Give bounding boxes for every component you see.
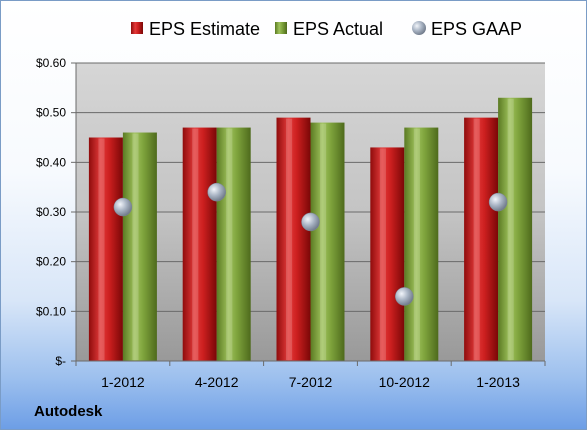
legend-label: EPS GAAP	[431, 19, 522, 39]
eps-estimate-bar	[88, 137, 123, 361]
eps-actual-bar	[122, 132, 157, 361]
y-tick-label: $0.60	[36, 56, 66, 70]
y-tick-label: $0.20	[36, 255, 66, 269]
y-tick-label: $0.40	[36, 155, 66, 169]
legend-swatch-actual	[275, 22, 287, 34]
eps-estimate-bar	[276, 117, 311, 361]
bar-highlight	[226, 128, 233, 360]
eps-estimate-bar	[182, 127, 217, 361]
x-tick-label: 10-2012	[379, 374, 431, 390]
bar-highlight	[286, 118, 293, 360]
y-tick-label: $-	[55, 354, 66, 368]
bar-highlight	[473, 118, 480, 360]
eps-actual-bar	[498, 97, 533, 362]
bar-highlight	[320, 123, 327, 360]
x-tick-label: 4-2012	[195, 374, 239, 390]
eps-gaap-marker	[113, 197, 133, 217]
bar-highlight	[192, 128, 199, 360]
eps-actual-bar	[310, 122, 345, 361]
eps-gaap-marker	[395, 287, 414, 306]
company-name: Autodesk	[34, 403, 103, 420]
y-tick-label: $0.30	[36, 205, 66, 219]
x-tick-label: 1-2012	[101, 374, 145, 390]
y-tick-label: $0.10	[36, 304, 66, 318]
y-tick-label: $0.50	[36, 106, 66, 120]
bar-highlight	[132, 133, 139, 360]
x-tick-label: 7-2012	[289, 374, 333, 390]
legend-label: EPS Estimate	[149, 19, 260, 39]
legend-label: EPS Actual	[293, 19, 383, 39]
eps-estimate-bar	[464, 117, 499, 361]
eps-gaap-marker	[301, 212, 320, 232]
eps-gaap-marker	[488, 192, 508, 212]
eps-gaap-marker	[207, 182, 226, 202]
x-tick-label: 1-2013	[476, 374, 520, 390]
eps-estimate-bar	[370, 147, 405, 361]
bar-highlight	[98, 138, 105, 360]
eps-actual-bar	[216, 127, 251, 361]
bar-highlight	[379, 148, 386, 360]
legend-swatch-gaap	[412, 21, 426, 35]
bar-highlight	[507, 98, 514, 361]
eps-actual-bar	[404, 127, 439, 361]
bar-highlight	[413, 128, 420, 360]
legend-swatch-estimate	[131, 22, 143, 34]
